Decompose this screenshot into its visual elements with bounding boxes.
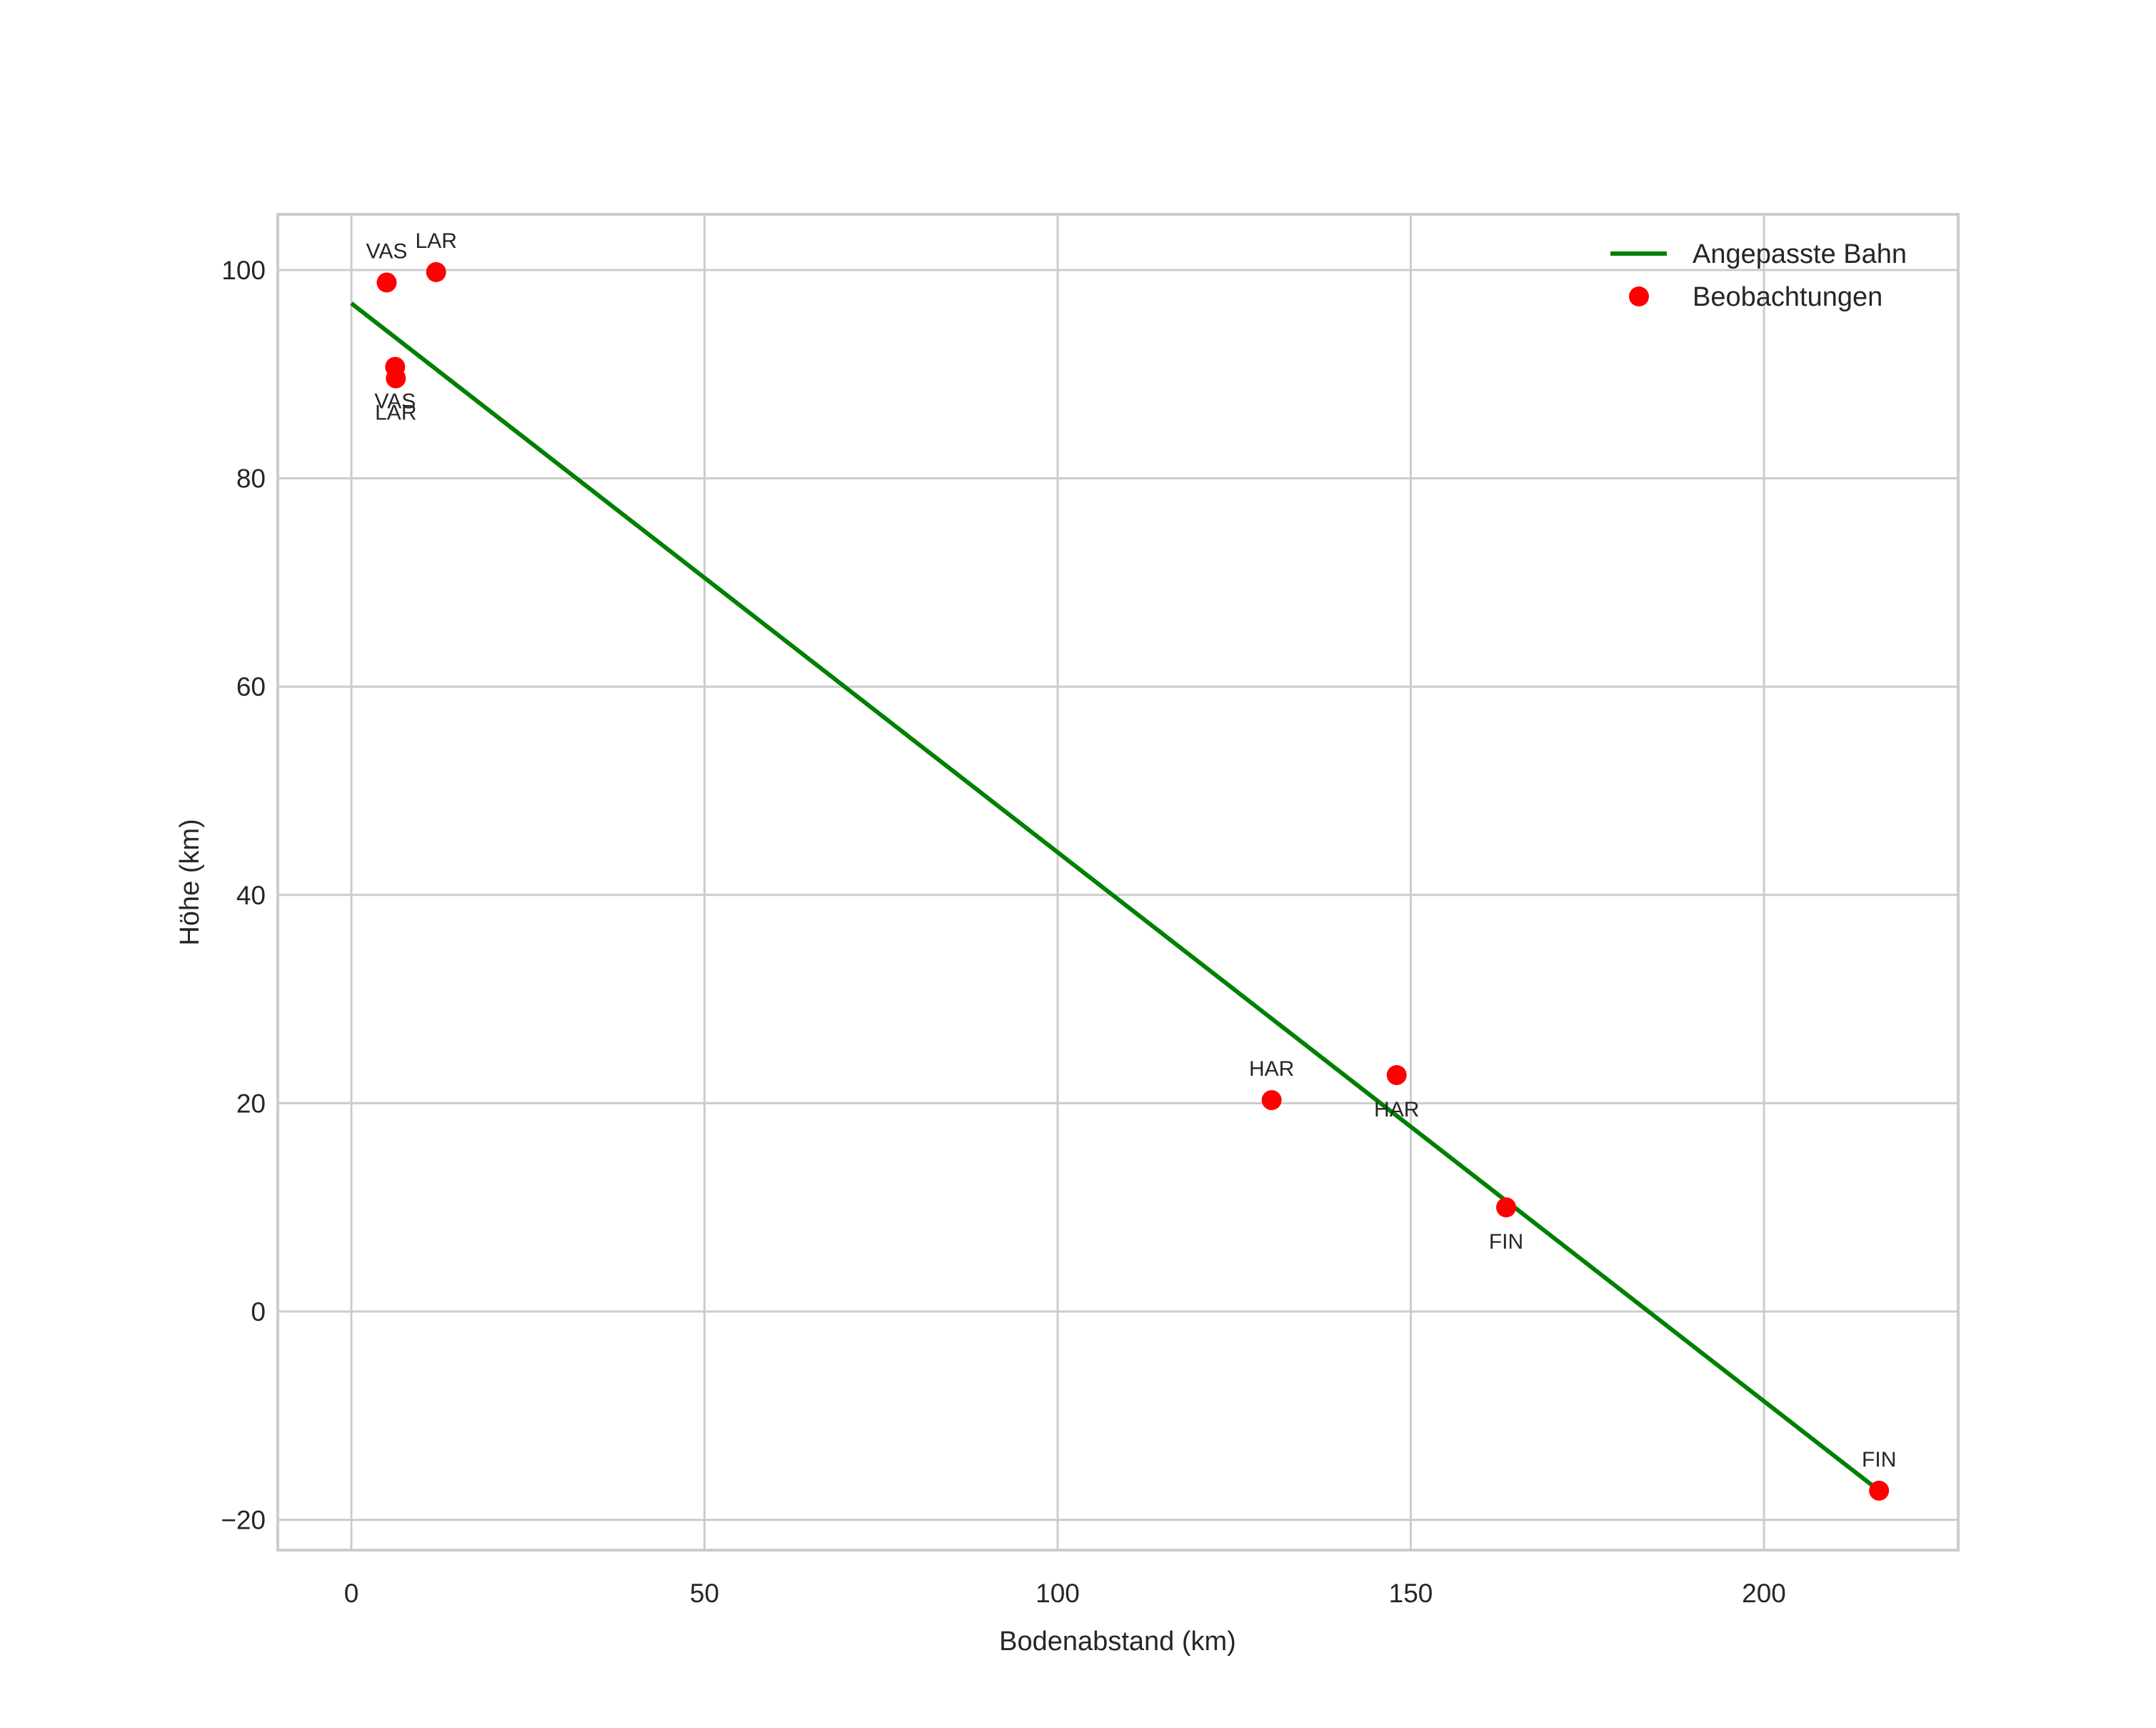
x-tick-label: 100 xyxy=(1036,1579,1080,1608)
y-tick-labels: −20 0 20 40 60 80 100 xyxy=(221,256,266,1535)
observation-point xyxy=(1386,1065,1407,1086)
x-tick-labels: 0 50 100 150 200 xyxy=(344,1579,1786,1608)
station-label: HAR xyxy=(1374,1098,1419,1122)
fitted-trajectory-line xyxy=(350,301,1881,1493)
plot-frame xyxy=(276,213,1960,1552)
y-tick-label: 100 xyxy=(221,256,266,285)
grid-lines xyxy=(278,214,1958,1550)
y-tick-label: 20 xyxy=(236,1089,266,1118)
x-tick-label: 0 xyxy=(344,1579,359,1608)
station-label: LAR xyxy=(416,229,457,253)
y-tick-label: 0 xyxy=(251,1297,266,1327)
legend: Angepasste Bahn Beobachtungen xyxy=(1610,239,1907,312)
x-tick-label: 200 xyxy=(1742,1579,1786,1608)
y-tick-label: 80 xyxy=(236,464,266,494)
y-tick-label: 60 xyxy=(236,672,266,701)
x-tick-label: 50 xyxy=(690,1579,719,1608)
plot-series xyxy=(350,261,1890,1501)
station-label: FIN xyxy=(1489,1230,1523,1254)
station-label: FIN xyxy=(1862,1448,1896,1472)
observation-point xyxy=(1496,1197,1517,1218)
observation-point xyxy=(1261,1090,1282,1111)
x-axis-label: Bodenabstand (km) xyxy=(999,1627,1236,1657)
observation-point xyxy=(1869,1480,1890,1501)
station-label: VAS xyxy=(366,239,408,263)
x-tick-label: 150 xyxy=(1389,1579,1433,1608)
legend-label: Beobachtungen xyxy=(1693,282,1882,312)
y-tick-label: 40 xyxy=(236,881,266,910)
legend-label: Angepasste Bahn xyxy=(1693,239,1907,269)
station-label: LAR xyxy=(375,401,416,425)
legend-dot-icon xyxy=(1629,286,1649,306)
y-tick-label: −20 xyxy=(221,1506,266,1535)
station-label: VAS xyxy=(374,390,416,414)
observation-point xyxy=(426,261,446,282)
observation-point xyxy=(376,272,397,293)
y-axis-label: Höhe (km) xyxy=(175,819,205,945)
observation-point xyxy=(386,368,406,389)
station-label: HAR xyxy=(1249,1057,1294,1081)
